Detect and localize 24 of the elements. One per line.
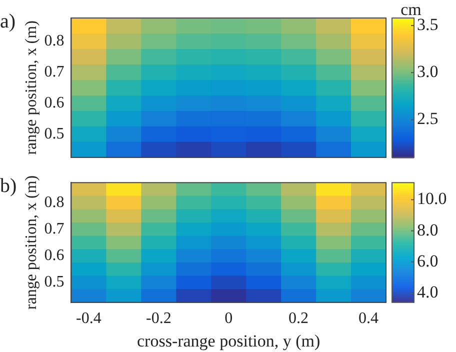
x-tick-label: 0.2 [288, 310, 309, 328]
color-bar-label: 6.0 [417, 251, 438, 270]
y-axis-title: range position, x (m) [22, 175, 40, 310]
y-tick-label: 0.7 [44, 220, 64, 238]
y-tick-label: 0.8 [44, 32, 64, 50]
color-bar-label: 4.0 [417, 282, 438, 302]
chart-title: a) [0, 10, 16, 32]
x-tick-label: 0.4 [358, 310, 379, 328]
y-tick-label: 0.6 [44, 247, 64, 264]
color-bar-label: 3.0 [417, 62, 438, 82]
y-tick-label: 0.7 [44, 63, 64, 80]
x-tick-label: -0.2 [146, 310, 172, 328]
color-bar-label: 2.5 [417, 109, 438, 128]
chart-title: b) [0, 174, 17, 197]
x-tick-label: -0.4 [76, 310, 102, 328]
y-tick-label: 0.5 [44, 125, 64, 142]
x-tick-label: 0 [224, 310, 233, 328]
y-axis-title: range position, x (m) [22, 20, 40, 155]
y-tick-label: 0.6 [44, 94, 64, 112]
y-tick-label: 0.8 [44, 194, 64, 211]
color-bar-label: 10.0 [417, 189, 447, 208]
y-tick-label: 0.5 [44, 274, 64, 291]
color-bar-label: 8.0 [417, 220, 438, 240]
x-axis-title: cross-range position, y (m) [137, 331, 320, 350]
